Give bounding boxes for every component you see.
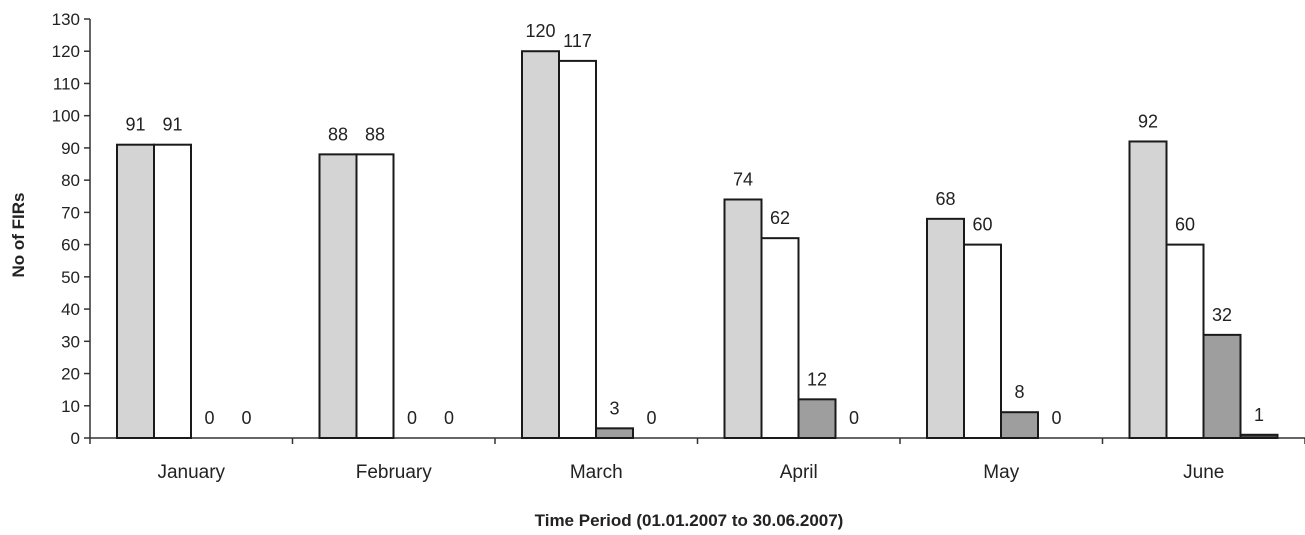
y-tick-label: 50 xyxy=(61,268,80,287)
y-tick-label: 110 xyxy=(53,74,80,93)
y-tick-label: 90 xyxy=(61,139,80,158)
bar xyxy=(558,59,597,440)
data-label: 0 xyxy=(849,408,859,428)
data-label: 0 xyxy=(204,408,214,428)
bar xyxy=(521,50,560,439)
x-category-label: March xyxy=(570,462,623,483)
y-tick-label: 130 xyxy=(52,10,80,29)
y-tick-label: 100 xyxy=(52,107,80,126)
y-tick-label: 10 xyxy=(61,397,80,416)
data-label: 0 xyxy=(444,408,454,428)
y-axis: 0 10 20 30 40 50 60 70 80 90 100 110 120 130 xyxy=(52,10,91,448)
bar xyxy=(760,237,800,439)
bar xyxy=(153,143,192,439)
y-tick-label: 30 xyxy=(61,332,80,351)
x-category-label: February xyxy=(356,462,433,483)
data-label: 3 xyxy=(609,398,619,418)
bar xyxy=(963,243,1002,439)
data-label: 60 xyxy=(1175,215,1195,235)
data-label: 117 xyxy=(563,31,592,51)
x-category-label: April xyxy=(780,462,818,483)
bar xyxy=(355,153,395,439)
y-tick-label: 70 xyxy=(61,203,80,222)
y-tick-label: 40 xyxy=(61,300,80,319)
data-label: 74 xyxy=(733,169,753,189)
bar xyxy=(797,398,837,440)
data-label: 88 xyxy=(328,124,348,144)
data-label: 120 xyxy=(525,21,555,41)
bar xyxy=(1128,140,1168,439)
y-axis-title: No of FIRs xyxy=(9,193,28,278)
data-label: 62 xyxy=(770,208,790,228)
x-category-label: January xyxy=(157,462,225,483)
bars xyxy=(116,50,1279,440)
data-label: 91 xyxy=(125,115,145,135)
bar xyxy=(1165,243,1205,439)
x-axis-title: Time Period (01.01.2007 to 30.06.2007) xyxy=(535,511,844,530)
bar xyxy=(595,427,634,440)
data-label: 0 xyxy=(1051,408,1061,428)
bar xyxy=(1202,333,1242,439)
data-label: 32 xyxy=(1212,305,1232,325)
y-tick-label: 80 xyxy=(61,171,80,190)
x-category-label: June xyxy=(1183,462,1224,483)
x-category-label: May xyxy=(983,462,1019,483)
data-label: 8 xyxy=(1014,382,1024,402)
data-label: 68 xyxy=(935,189,955,209)
bar xyxy=(1239,433,1279,439)
data-label: 91 xyxy=(162,115,182,135)
bar xyxy=(926,217,965,439)
x-axis: January February March April May June xyxy=(89,437,1305,483)
y-tick-label: 20 xyxy=(61,365,80,384)
bar xyxy=(116,143,155,439)
bar xyxy=(318,153,358,439)
data-label: 0 xyxy=(241,408,251,428)
bar xyxy=(1000,411,1039,440)
data-label: 12 xyxy=(807,369,827,389)
bar xyxy=(723,198,763,439)
y-tick-label: 120 xyxy=(52,42,80,61)
data-label: 0 xyxy=(646,408,656,428)
data-label: 92 xyxy=(1138,111,1158,131)
data-label: 60 xyxy=(972,215,992,235)
y-tick-label: 0 xyxy=(71,429,80,448)
y-tick-label: 60 xyxy=(61,236,80,255)
data-label: 1 xyxy=(1254,405,1264,425)
data-label: 88 xyxy=(365,124,385,144)
data-label: 0 xyxy=(407,408,417,428)
